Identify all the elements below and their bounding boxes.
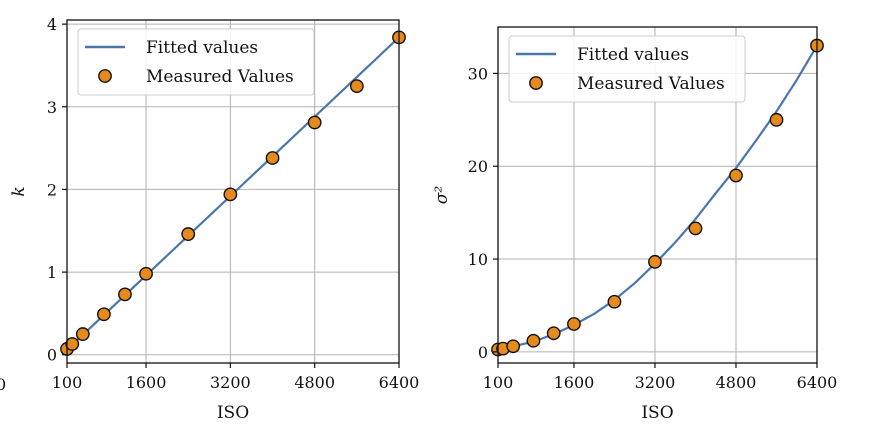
y-tick-label: 0 bbox=[478, 343, 488, 362]
measured-point bbox=[223, 187, 238, 202]
legend-marker-swatch bbox=[98, 69, 112, 83]
x-axis-label: ISO bbox=[217, 403, 249, 423]
chart-sigma-squared: 100 1600 3200 4800 6400 0 10 20 30 ISO σ² Fitted va… bbox=[432, 26, 838, 423]
measured-point bbox=[729, 168, 743, 183]
y-tick-label: 30 bbox=[468, 64, 488, 83]
measured-point bbox=[648, 254, 662, 269]
x-tick-label: 4800 bbox=[294, 373, 335, 392]
measured-point bbox=[607, 294, 622, 309]
measured-point bbox=[526, 333, 541, 348]
x-tick-label: 6400 bbox=[797, 373, 838, 392]
measured-point bbox=[75, 327, 90, 341]
axes-frame bbox=[66, 19, 400, 364]
y-axis-label: k bbox=[9, 186, 29, 196]
chart-k: 100 1600 3200 4800 6400 0 1 2 3 4 ISO k Fitted value… bbox=[9, 15, 419, 423]
y-axis-label: σ² bbox=[432, 186, 452, 205]
stray-tick-label: 0 bbox=[0, 375, 6, 394]
axes-frame bbox=[497, 26, 818, 364]
measured-point bbox=[688, 221, 703, 236]
measured-point bbox=[769, 112, 784, 127]
legend: Fitted values Measured Values bbox=[508, 35, 746, 103]
y-tick-label: 2 bbox=[47, 180, 57, 199]
x-tick-label: 100 bbox=[52, 373, 83, 392]
y-tick-label: 20 bbox=[468, 157, 488, 176]
legend-label: Measured Values bbox=[577, 74, 725, 94]
y-tick-label: 4 bbox=[47, 15, 57, 34]
y-tick-label: 3 bbox=[47, 98, 57, 117]
measured-point bbox=[567, 317, 581, 331]
measured-point bbox=[546, 326, 561, 341]
y-tick-label: 0 bbox=[47, 346, 57, 365]
measured-point bbox=[506, 339, 521, 354]
x-tick-label: 1600 bbox=[554, 373, 595, 392]
measured-point bbox=[139, 266, 153, 281]
y-tick-label: 1 bbox=[47, 263, 57, 282]
x-tick-label: 6400 bbox=[379, 373, 420, 392]
y-tick-label: 10 bbox=[468, 250, 488, 269]
measured-point bbox=[65, 337, 80, 351]
legend-label: Fitted values bbox=[146, 38, 258, 58]
x-tick-label: 1600 bbox=[126, 373, 167, 392]
measured-point bbox=[349, 79, 364, 94]
x-tick-label: 3200 bbox=[210, 373, 251, 392]
x-tick-label: 100 bbox=[483, 373, 514, 392]
x-tick-label: 4800 bbox=[716, 373, 757, 392]
measured-point bbox=[307, 115, 322, 130]
measured-point bbox=[181, 227, 196, 241]
measured-point bbox=[96, 307, 111, 322]
legend-marker-swatch bbox=[529, 76, 543, 90]
x-axis-label: ISO bbox=[641, 403, 673, 423]
x-tick-label: 3200 bbox=[635, 373, 676, 392]
legend-label: Fitted values bbox=[577, 45, 689, 65]
legend: Fitted values Measured Values bbox=[77, 28, 315, 96]
measured-point bbox=[265, 151, 280, 165]
measured-point bbox=[118, 287, 132, 302]
legend-label: Measured Values bbox=[146, 67, 294, 87]
